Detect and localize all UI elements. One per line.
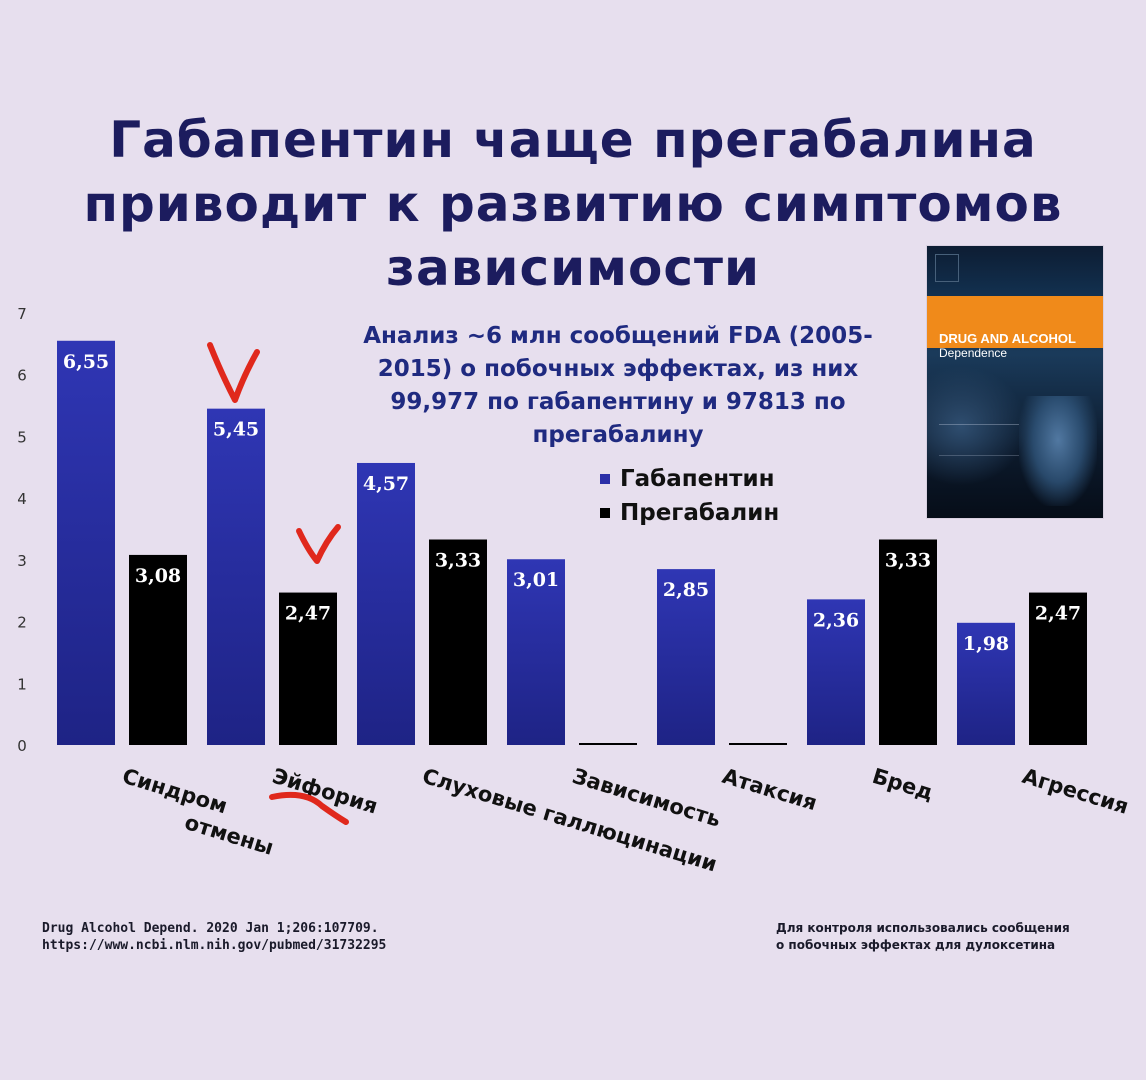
source-citation: Drug Alcohol Depend. 2020 Jan 1;206:1077… [42, 920, 386, 954]
source-url: https://www.ncbi.nlm.nih.gov/pubmed/3173… [42, 938, 387, 953]
cover-fine-print [939, 424, 1019, 456]
bar-pregabalin [879, 539, 937, 745]
bar-gabapentin [807, 599, 865, 745]
legend-label-pregabalin: Прегабалин [620, 500, 780, 526]
x-tick-label: Синдром отмены [112, 764, 284, 860]
bar-value-label: 2,47 [1035, 603, 1081, 625]
bar-gabapentin [207, 408, 265, 745]
bar-pregabalin [129, 554, 187, 745]
bar-value-label: 3,33 [435, 549, 481, 571]
legend-swatch-pregabalin [600, 508, 610, 518]
subtitle-line: 99,977 по габапентину и 97813 по [390, 389, 846, 415]
subtitle-line: Анализ ~6 млн сообщений FDA (2005- [363, 323, 873, 349]
bar-gabapentin [357, 462, 415, 745]
bar-pregabalin [1029, 592, 1087, 745]
bar-value-label: 6,55 [63, 351, 109, 373]
bar-value-label: 1,98 [963, 633, 1009, 655]
bar-value-label: 3,33 [885, 549, 931, 571]
chart-legend: Габапентин Прегабалин [600, 462, 779, 530]
title-line: Габапентин чаще прегабалина [109, 111, 1037, 169]
y-tick-label: 6 [17, 367, 27, 385]
bar-value-label: 2,85 [663, 579, 709, 601]
bar-pregabalin [579, 743, 637, 745]
bar-pregabalin [279, 592, 337, 745]
legend-item-gabapentin: Габапентин [600, 462, 779, 496]
cover-journal-title-sub: Dependence [939, 346, 1008, 360]
subtitle-line: прегабалину [532, 422, 704, 448]
chart-subtitle: Анализ ~6 млн сообщений FDA (2005- 2015)… [318, 320, 918, 452]
bar-gabapentin [57, 340, 115, 745]
subtitle-line: 2015) о побочных эффектах, из них [377, 356, 859, 382]
cover-journal-title: DRUG AND ALCOHOL Dependence [939, 331, 1076, 361]
bar-value-label: 2,36 [813, 609, 859, 631]
legend-item-pregabalin: Прегабалин [600, 496, 779, 530]
y-tick-label: 3 [17, 552, 27, 570]
y-tick-label: 2 [17, 614, 27, 632]
bar-value-label: 3,01 [513, 569, 559, 591]
bar-pregabalin [729, 743, 787, 745]
x-tick-label: Слуховые галлюцинации [420, 764, 720, 877]
legend-label-gabapentin: Габапентин [620, 466, 775, 492]
journal-cover-image: DRUG AND ALCOHOL Dependence [927, 246, 1103, 518]
bar-gabapentin [957, 622, 1015, 745]
bar-pregabalin [429, 539, 487, 745]
y-tick-label: 4 [17, 490, 27, 508]
underline-annotation [269, 791, 349, 825]
note-line: Для контроля использовались сообщения [776, 921, 1070, 935]
x-tick-label: Атаксия [720, 764, 820, 815]
cover-title-band [927, 296, 1103, 348]
title-line: приводит к развитию симптомов [83, 175, 1063, 233]
bar-value-label: 3,08 [135, 565, 181, 587]
publisher-logo-icon [935, 254, 959, 282]
bar-gabapentin [507, 559, 565, 745]
checkmark-annotation [296, 524, 341, 564]
bar-value-label: 2,47 [285, 603, 331, 625]
bars: 6,55 3,08 5,45 2,47 4,57 3,33 3,01 2,85 2,36 3,33… [57, 340, 1087, 745]
bar-value-label: 5,45 [213, 419, 259, 441]
y-tick-label: 5 [17, 428, 27, 446]
control-note: Для контроля использовались сообщения о … [776, 920, 1070, 954]
cover-journal-title-main: DRUG AND ALCOHOL [939, 331, 1076, 346]
source-line: Drug Alcohol Depend. 2020 Jan 1;206:1077… [42, 921, 379, 936]
bar-chart: 0 1 2 3 4 5 6 7 6,55 3,08 5,45 2,47 4,57 3,33 3,01 2,8… [17, 305, 1131, 877]
y-tick-label: 0 [17, 737, 27, 755]
title-line: зависимости [385, 239, 760, 297]
legend-swatch-gabapentin [600, 474, 610, 484]
bar-value-label: 4,57 [363, 473, 409, 495]
y-tick-label: 7 [17, 305, 27, 323]
handwritten-annotations [207, 342, 349, 825]
x-tick-label: Бред [870, 764, 937, 805]
y-tick-label: 1 [17, 675, 27, 693]
cover-photo-glass [1019, 396, 1097, 506]
cover-photo-shadow [927, 366, 1027, 486]
checkmark-annotation [207, 342, 260, 403]
bar-gabapentin [657, 569, 715, 745]
slide-title: Габапентин чаще прегабалина приводит к р… [40, 108, 1106, 300]
y-axis: 0 1 2 3 4 5 6 7 [17, 305, 27, 755]
x-tick-label: Агрессия [1020, 764, 1132, 819]
note-line: о побочных эффектах для дулоксетина [776, 938, 1056, 952]
